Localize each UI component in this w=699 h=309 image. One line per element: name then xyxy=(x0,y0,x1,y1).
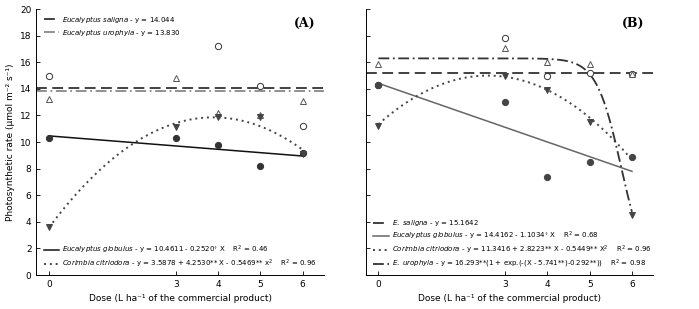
Legend: $\it{E.}$ $\it{saligna}$ - y = 15.1642, $\it{Eucalyptus}$ $\it{globulus}$ - y = : $\it{E.}$ $\it{saligna}$ - y = 15.1642, … xyxy=(372,217,653,272)
Text: (A): (A) xyxy=(294,17,315,30)
Text: (B): (B) xyxy=(622,17,644,30)
Y-axis label: Photosynthetic rate (μmol m⁻² s⁻¹): Photosynthetic rate (μmol m⁻² s⁻¹) xyxy=(6,63,15,221)
X-axis label: Dose (L ha⁻¹ of the commercial product): Dose (L ha⁻¹ of the commercial product) xyxy=(418,294,601,303)
Legend: $\it{Eucalyptus}$ $\it{globulus}$ - y = 10.4611 - 0.2520$^{\circ}$ X    R$^{2}$ : $\it{Eucalyptus}$ $\it{globulus}$ - y = … xyxy=(43,243,318,272)
X-axis label: Dose (L ha⁻¹ of the commercial product): Dose (L ha⁻¹ of the commercial product) xyxy=(89,294,272,303)
